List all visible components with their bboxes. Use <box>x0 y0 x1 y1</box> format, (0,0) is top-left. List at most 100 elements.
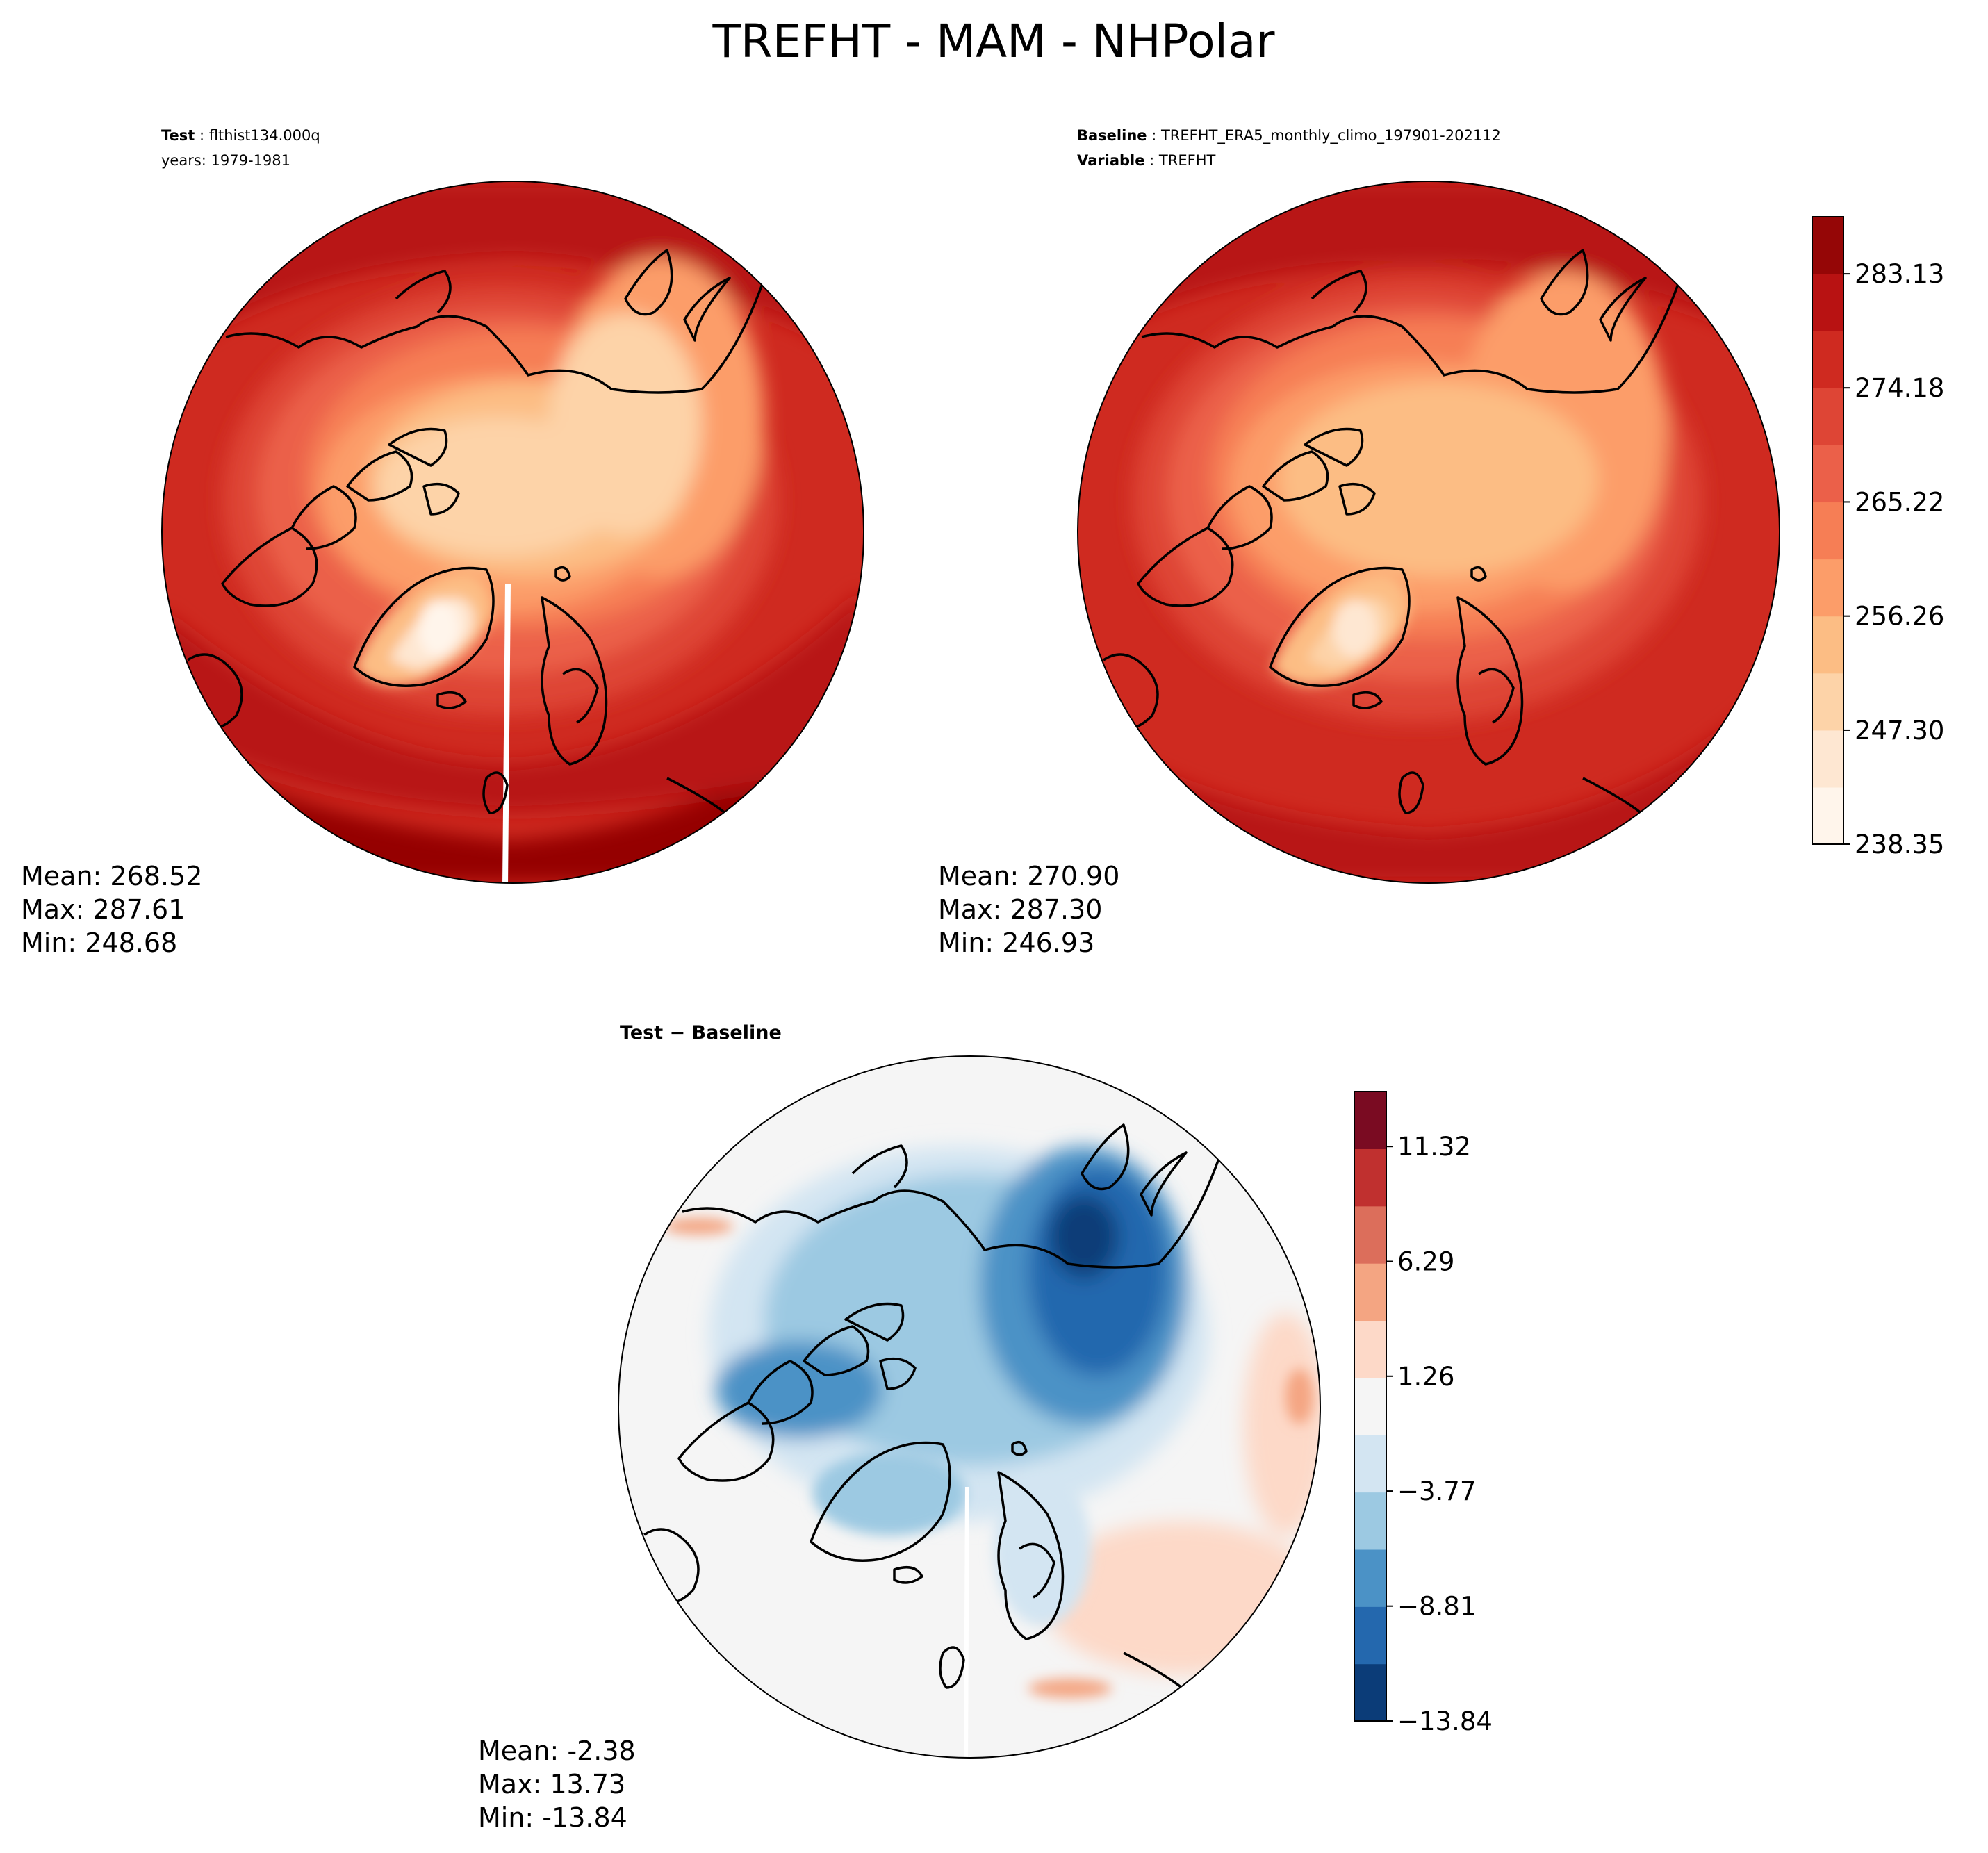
baseline-colorbar-border <box>1812 216 1844 845</box>
baseline-colorbar-segment <box>1812 274 1843 331</box>
diff-coast-archipelago <box>803 1302 917 1390</box>
baseline-header-line1: Baseline : TREFHT_ERA5_monthly_climo_197… <box>1077 127 1501 145</box>
baseline-map-border <box>1077 181 1780 884</box>
baseline-colorbar-segment <box>1812 730 1843 788</box>
baseline-colorbar-segment <box>1812 331 1843 388</box>
difference-colorbar-segment <box>1354 1320 1386 1378</box>
difference-colorbar-segment <box>1354 1148 1386 1207</box>
baseline-coast-archipelago <box>1262 427 1376 516</box>
test-coastlines <box>187 249 773 841</box>
diff-coast-uk <box>939 1646 965 1689</box>
baseline-stat-min: Min: 246.93 <box>938 928 1094 958</box>
baseline-header-value2: TREFHT <box>1158 152 1216 169</box>
baseline-field-greenland-core <box>1333 600 1377 658</box>
diff-coast-alaska <box>851 1144 908 1189</box>
baseline-colorbar-segment <box>1812 445 1843 503</box>
baseline-coast-europe <box>1456 596 1524 766</box>
test-coast-svalbard <box>554 566 571 582</box>
difference-colorbar-segment <box>1354 1377 1386 1435</box>
baseline-coast-kamchatka <box>1599 277 1647 342</box>
difference-colorbar-tick-label: 11.32 <box>1397 1132 1471 1162</box>
test-coast-kamchatka <box>683 277 731 342</box>
difference-colorbar-tick-label: −3.77 <box>1397 1476 1476 1506</box>
difference-colorbar-tick-label: −8.81 <box>1397 1592 1476 1622</box>
baseline-colorbar-tick-label: 283.13 <box>1855 259 1944 289</box>
test-header-line1: Test : flthist134.000q <box>161 127 320 144</box>
difference-coastlines <box>643 1123 1229 1716</box>
diff-coast-kamchatka <box>1140 1151 1188 1217</box>
test-header-value: flthist134.000q <box>209 127 320 144</box>
test-field-greenland-core <box>418 600 460 658</box>
diff-coast-eurasia <box>682 1131 1229 1269</box>
difference-colorbar-segment <box>1354 1663 1386 1722</box>
test-field-level-6 <box>375 417 625 556</box>
baseline-colorbar: 283.13 274.18 265.22 256.26 247.30 238.35 <box>1812 216 1944 859</box>
test-header-label: Test <box>161 127 195 144</box>
test-coast-archipelago <box>346 427 460 516</box>
difference-stat-mean: Mean: -2.38 <box>478 1736 636 1766</box>
difference-map <box>618 1056 1320 1758</box>
baseline-colorbar-segment <box>1812 388 1843 445</box>
difference-colorbar-tick-label: −13.84 <box>1397 1706 1493 1736</box>
difference-stat-min: Min: -13.84 <box>478 1802 627 1833</box>
diff-field-south-warm-2 <box>1028 1679 1112 1698</box>
test-stat-mean: Mean: 268.52 <box>21 861 202 891</box>
baseline-stat-mean: Mean: 270.90 <box>938 861 1119 891</box>
baseline-coast-iceland <box>1352 691 1383 709</box>
baseline-coast-svalbard <box>1470 566 1487 582</box>
baseline-header-sep2: : <box>1144 152 1158 169</box>
diff-field-atlantic-warm <box>1285 1369 1313 1424</box>
difference-colorbar-segment <box>1354 1092 1386 1149</box>
baseline-coast-chukotka <box>1540 249 1589 316</box>
diff-field-siberia-3 <box>1049 1195 1119 1278</box>
diff-coast-scandinavia <box>1019 1542 1055 1599</box>
diff-field-canada-1 <box>716 1341 882 1438</box>
baseline-colorbar-tick-label: 274.18 <box>1855 373 1944 403</box>
difference-map-border <box>618 1055 1321 1759</box>
baseline-stat-max: Max: 287.30 <box>938 894 1102 925</box>
baseline-coast-uk <box>1398 771 1424 814</box>
baseline-header-label2: Variable <box>1077 152 1144 169</box>
test-coast-alaska <box>395 270 452 314</box>
test-coast-eurasia <box>225 256 773 394</box>
baseline-coast-eurasia <box>1141 256 1689 394</box>
baseline-header-value: TREFHT_ERA5_monthly_climo_197901-202112 <box>1160 127 1501 145</box>
baseline-colorbar-segment <box>1812 616 1843 674</box>
difference-colorbar-border <box>1354 1091 1387 1722</box>
baseline-colorbar-segment <box>1812 559 1843 617</box>
difference-colorbar-segment <box>1354 1606 1386 1665</box>
diff-coast-greenland <box>810 1441 951 1562</box>
diff-coast-chukotka <box>1081 1123 1130 1191</box>
test-coast-uk <box>482 771 509 814</box>
baseline-colorbar-tick-label: 247.30 <box>1855 716 1944 746</box>
diff-field-pacific-warm-1 <box>664 1218 733 1235</box>
baseline-header-sep1: : <box>1147 127 1161 144</box>
diff-field-greenland <box>813 1452 966 1535</box>
test-field-south-band <box>162 591 864 813</box>
test-coast-iceland <box>436 691 467 709</box>
difference-colorbar-tick-label: 6.29 <box>1397 1246 1454 1276</box>
test-map <box>162 181 864 883</box>
diff-coast-hudson <box>747 1360 814 1425</box>
difference-header: Test − Baseline <box>620 1022 782 1044</box>
test-header-sep: : <box>195 127 208 144</box>
difference-colorbar-segment <box>1354 1435 1386 1493</box>
baseline-coastlines <box>1103 249 1689 841</box>
difference-colorbar-segment <box>1354 1492 1386 1550</box>
baseline-field-outer-band <box>1078 681 1780 883</box>
difference-colorbar-segment <box>1354 1549 1386 1607</box>
diff-coast-canada <box>677 1401 775 1482</box>
diff-coast-europe <box>997 1471 1065 1640</box>
baseline-colorbar-segment <box>1812 787 1843 845</box>
baseline-colorbar-segment <box>1812 217 1843 274</box>
diff-coast-svalbard <box>1011 1440 1028 1456</box>
test-coast-scandinavia <box>562 668 599 724</box>
difference-colorbar-segment <box>1354 1205 1386 1264</box>
baseline-colorbar-tick-label: 256.26 <box>1855 602 1944 632</box>
baseline-header-line2: Variable : TREFHT <box>1077 152 1215 169</box>
diff-field-europe <box>994 1473 1091 1626</box>
baseline-coast-hudson <box>1206 485 1273 550</box>
baseline-panel: Baseline : TREFHT_ERA5_monthly_climo_197… <box>938 127 1944 958</box>
baseline-coast-alaska <box>1311 270 1367 314</box>
